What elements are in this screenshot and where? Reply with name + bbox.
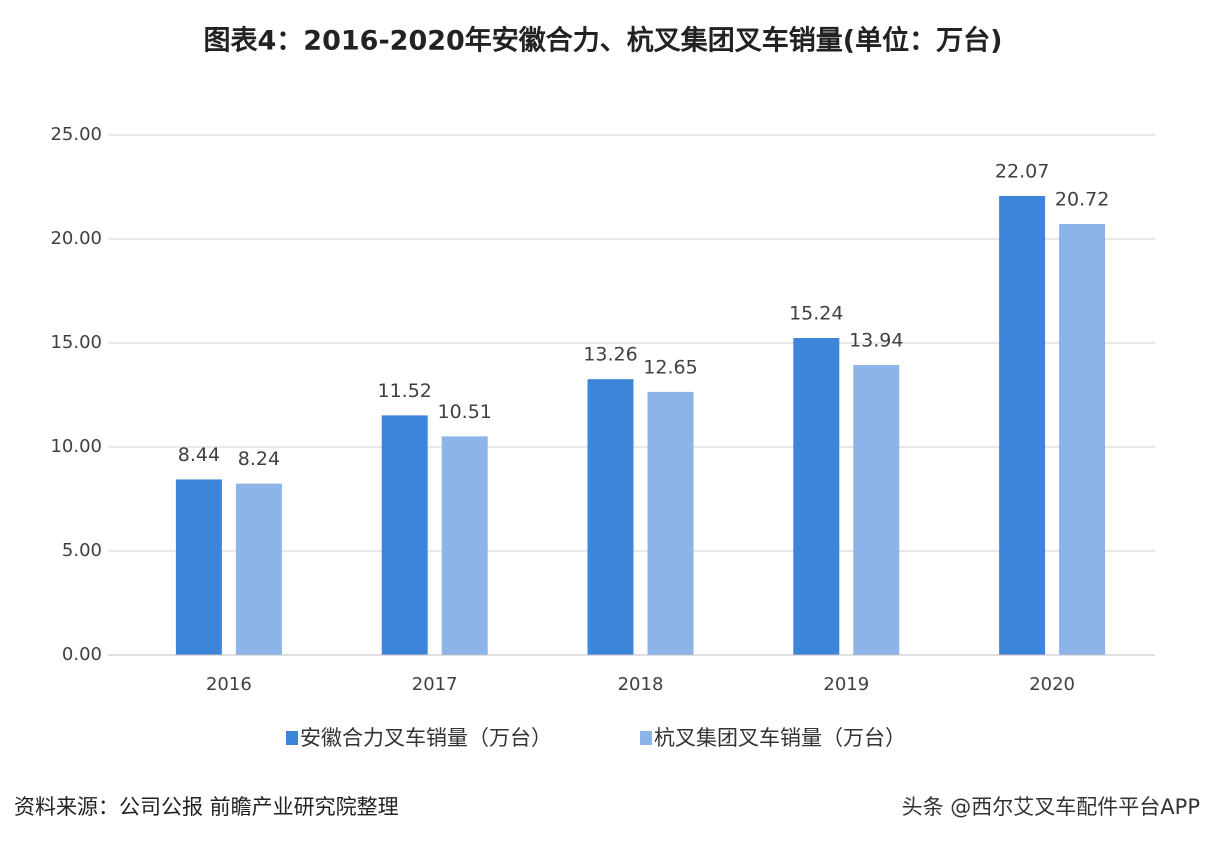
value-label: 11.52: [377, 380, 431, 402]
legend-swatch: [286, 731, 298, 745]
legend-label: 杭叉集团叉车销量（万台）: [654, 726, 906, 750]
value-label: 13.94: [849, 330, 903, 352]
bar: [999, 195, 1046, 655]
y-tick-label: 0.00: [62, 644, 102, 665]
y-tick-label: 10.00: [50, 436, 102, 457]
bar: [853, 365, 900, 655]
x-tick-label: 2018: [618, 674, 664, 695]
source-note: 资料来源：公司公报 前瞻产业研究院整理: [14, 795, 399, 819]
x-tick-label: 2019: [823, 674, 869, 695]
bar: [175, 479, 222, 655]
value-label: 8.44: [178, 444, 220, 466]
y-tick-label: 5.00: [62, 540, 102, 561]
value-label: 20.72: [1055, 189, 1109, 211]
value-label: 22.07: [995, 160, 1049, 182]
x-tick-label: 2017: [412, 674, 458, 695]
x-tick-label: 2016: [206, 674, 252, 695]
bar: [235, 483, 282, 655]
value-label: 13.26: [583, 344, 637, 366]
legend-swatch: [640, 731, 652, 745]
value-label: 12.65: [643, 356, 697, 378]
value-label: 10.51: [437, 401, 491, 423]
y-tick-label: 25.00: [50, 124, 102, 145]
chart-title: 图表4：2016-2020年安徽合力、杭叉集团叉车销量(单位：万台): [204, 25, 1003, 57]
bar: [587, 379, 634, 655]
y-tick-label: 15.00: [50, 332, 102, 353]
legend-label: 安徽合力叉车销量（万台）: [300, 726, 552, 750]
value-label: 8.24: [238, 448, 280, 470]
watermark: 头条 @西尔艾叉车配件平台APP: [902, 795, 1200, 819]
bar: [441, 436, 488, 655]
bar: [381, 415, 428, 655]
bar: [793, 338, 840, 655]
bar: [647, 391, 694, 655]
bar: [1059, 224, 1106, 656]
y-tick-label: 20.00: [50, 228, 102, 249]
value-label: 15.24: [789, 303, 843, 325]
x-tick-label: 2020: [1029, 674, 1075, 695]
